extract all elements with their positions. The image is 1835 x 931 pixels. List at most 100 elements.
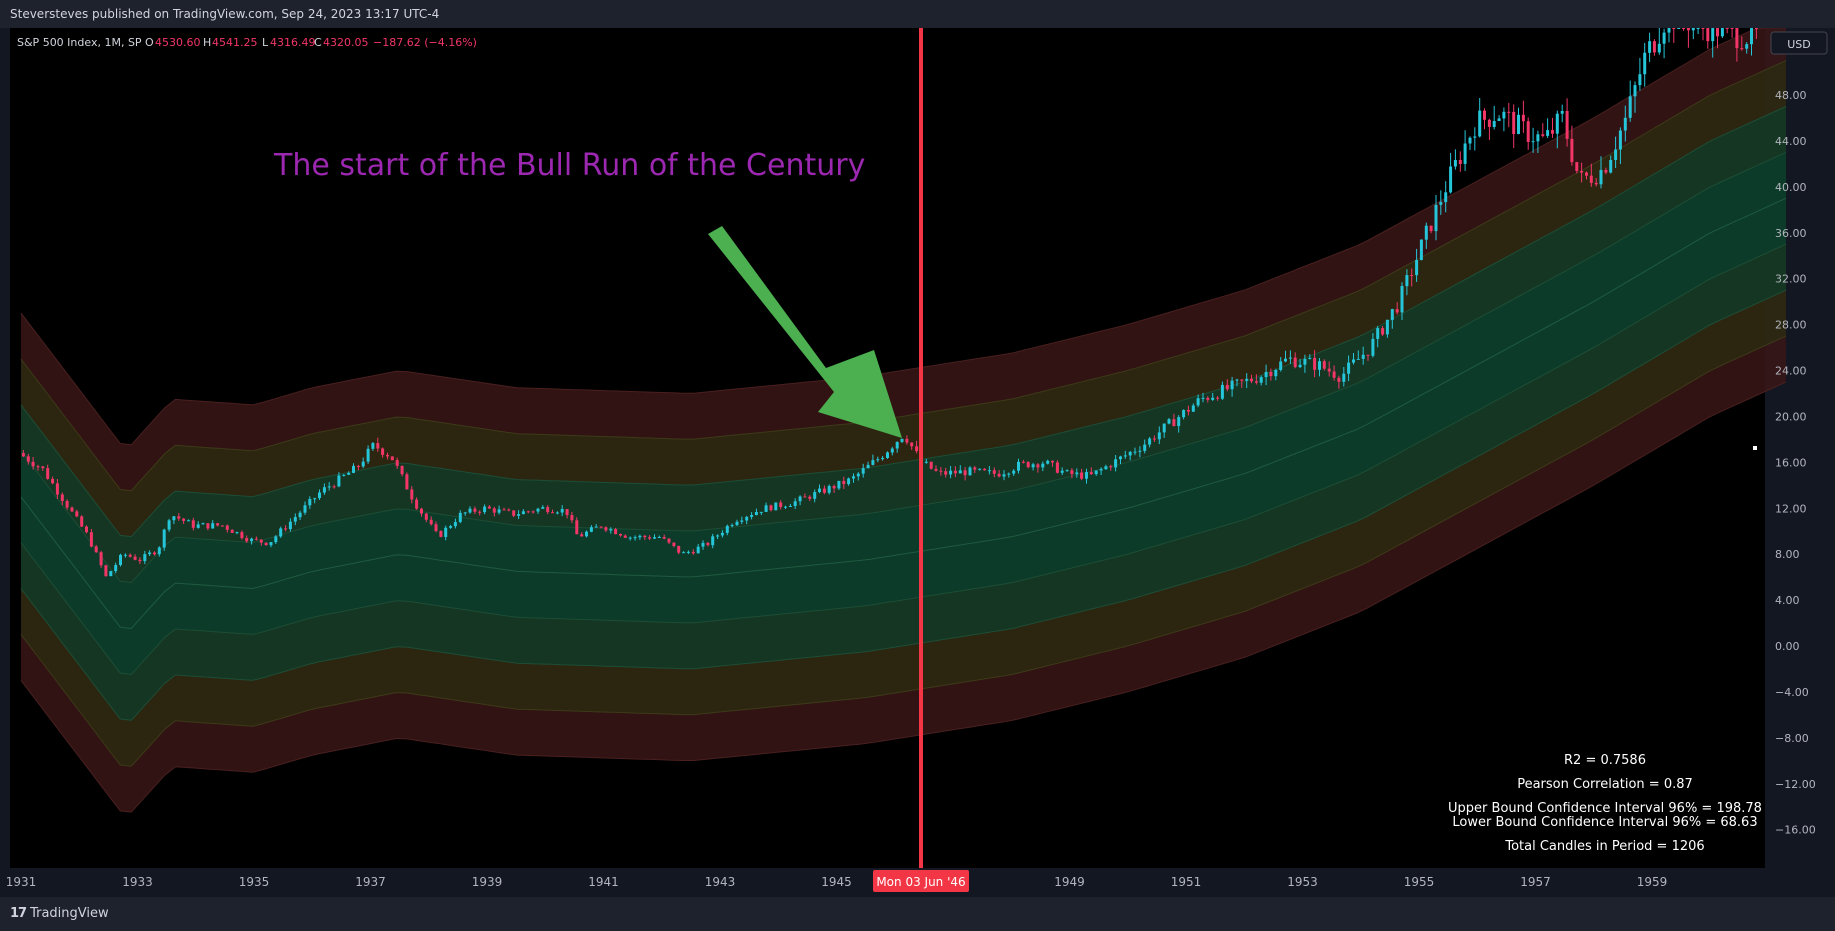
band-edge-3: [20, 60, 1787, 492]
candle-body: [711, 536, 715, 546]
candle-body: [1434, 204, 1438, 232]
candle-body: [245, 538, 249, 542]
candle-body: [264, 542, 268, 546]
legend-low-label: L: [262, 36, 269, 49]
candle-body: [1565, 111, 1569, 139]
candle-body: [1546, 130, 1550, 136]
candle-body: [706, 542, 710, 546]
x-tick-label: 1959: [1637, 875, 1668, 889]
y-tick-label: −4.00: [1775, 686, 1809, 699]
candle-body: [1138, 450, 1142, 452]
candle-body: [1201, 397, 1205, 399]
candle-body: [1133, 451, 1137, 453]
candle-body: [1463, 143, 1467, 164]
candle-body: [1424, 225, 1428, 240]
candle-body: [609, 529, 613, 531]
candle-body: [288, 521, 292, 530]
candle-body: [196, 524, 200, 528]
candle-body: [1662, 32, 1666, 44]
legend-high-value: 4541.25: [212, 36, 258, 49]
candle-body: [1444, 192, 1448, 203]
candle-body: [585, 531, 588, 537]
candle-body: [725, 525, 729, 533]
candle-body: [1206, 397, 1210, 400]
band-edge-4: [20, 27, 1786, 446]
candle-body: [1478, 110, 1482, 137]
publisher-line: Steversteves published on TradingView.co…: [10, 7, 440, 21]
candle-body: [929, 461, 933, 469]
candle-body: [1585, 172, 1588, 176]
candle-body: [1177, 417, 1181, 426]
tradingview-logo[interactable]: 17 TradingView: [10, 897, 109, 931]
candle-body: [478, 511, 482, 513]
candle-body: [890, 448, 894, 453]
candle-body: [1473, 136, 1477, 138]
candle-body: [1405, 275, 1409, 287]
candle-body: [1706, 28, 1710, 42]
candle-body: [94, 546, 98, 553]
candle-body: [1453, 160, 1457, 167]
candle-body: [662, 537, 666, 539]
candle-body: [1220, 384, 1224, 399]
candle-body: [876, 459, 880, 461]
candle-body: [284, 528, 288, 530]
candle-body: [1492, 121, 1496, 127]
candle-body: [453, 522, 457, 527]
candle-body: [386, 454, 389, 457]
candle-body: [1114, 459, 1118, 468]
candle-body: [177, 516, 181, 519]
candle-body: [1371, 338, 1375, 356]
candle-body: [1390, 309, 1394, 320]
candle-body: [958, 470, 962, 474]
candle-body: [784, 506, 787, 508]
candle-body: [99, 552, 103, 566]
confidence-bands: [20, 27, 1787, 813]
candle-body: [468, 508, 472, 513]
publisher-bar: Steversteves published on TradingView.co…: [0, 0, 1835, 28]
candle-body: [1250, 378, 1253, 382]
candle-body: [444, 527, 448, 537]
candle-body: [405, 474, 409, 490]
candle-body: [1303, 358, 1307, 365]
candle-body: [774, 502, 778, 511]
legend-row: S&P 500 Index, 1M, SP O 4530.60 H 4541.2…: [17, 36, 477, 49]
candle-body: [560, 509, 564, 513]
candle-body: [1468, 137, 1472, 144]
candle-body: [551, 512, 554, 514]
candle-body: [1502, 111, 1506, 119]
candle-body: [104, 565, 108, 577]
candle-body: [250, 538, 254, 542]
candle-body: [356, 465, 360, 467]
candle-body: [1172, 419, 1176, 427]
x-tick-label: 1945: [821, 875, 852, 889]
candle-body: [1196, 398, 1200, 406]
y-tick-label: 40.00: [1775, 181, 1807, 194]
candle-body: [1089, 472, 1093, 475]
tradingview-logo-icon: 17: [10, 906, 27, 921]
candle-body: [735, 521, 739, 526]
currency-button-box[interactable]: [1770, 31, 1828, 55]
candle-body: [206, 523, 210, 529]
candle-body: [1225, 384, 1229, 390]
candle-body: [55, 483, 59, 495]
candle-body: [483, 506, 487, 513]
x-tick-label: 1951: [1171, 875, 1202, 889]
band-1: [21, 152, 1786, 675]
legend-change: −187.62 (−4.16%): [373, 36, 477, 49]
currency-button-label[interactable]: USD: [1787, 38, 1811, 51]
currency-button[interactable]: USD: [1770, 31, 1828, 55]
candle-body: [1259, 377, 1263, 383]
candle-body: [1555, 113, 1559, 134]
candle-body: [968, 467, 972, 476]
x-tick-label: 1953: [1287, 875, 1318, 889]
y-tick-label: 36.00: [1775, 227, 1807, 240]
y-tick-label: 32.00: [1775, 273, 1807, 286]
candle-body: [682, 552, 686, 554]
candle-body: [667, 538, 671, 543]
candle-body: [1119, 456, 1122, 460]
candle-body: [80, 516, 84, 527]
candle-body: [837, 480, 841, 489]
candle-body: [201, 523, 205, 525]
candle-body: [779, 502, 783, 507]
crosshair-date-label: Mon 03 Jun '46: [876, 875, 965, 889]
